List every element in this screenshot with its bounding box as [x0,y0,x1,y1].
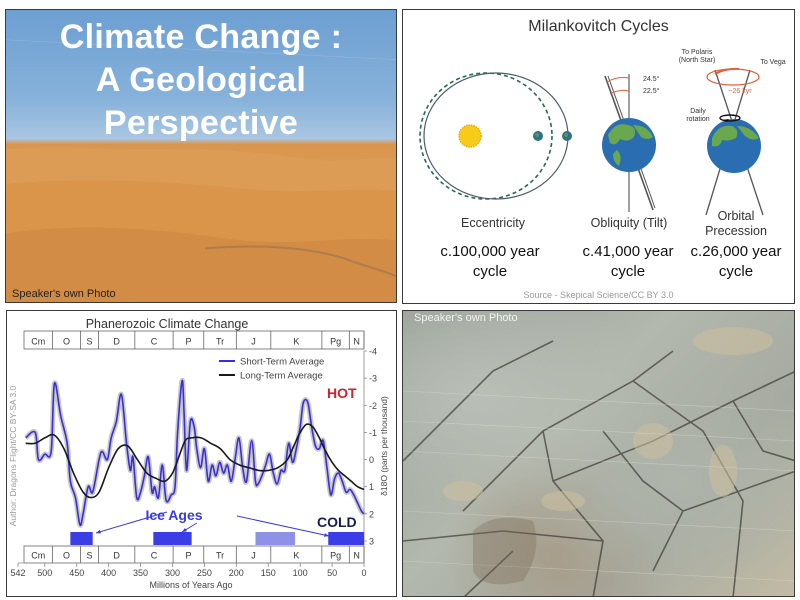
period-label-Tr: Tr [216,551,224,561]
precession-earth-icon [705,67,764,216]
hot-label: HOT [327,385,357,401]
period-label-D: D [113,551,120,561]
x-tick-label: 300 [165,568,180,578]
period-label-K: K [293,337,299,347]
milankovitch-illustration [419,67,764,216]
period-bar-bottom [23,545,365,564]
y-tick-label: -3 [369,374,377,384]
period-label-Pg: Pg [330,551,341,561]
period-label-J: J [251,551,256,561]
title-line-3: Perspective [103,104,299,142]
y-tick-label: 3 [369,537,374,547]
milankovitch-diagram: Milankovitch Cycles [402,9,795,304]
phanerozoic-chart: Phanerozoic Climate Change Cm O S D C P Tr J K Pg N… [6,310,397,597]
cracked-rock-illustration [403,327,794,596]
period-label-Cm: Cm [31,551,45,561]
x-tick-label: 350 [133,568,148,578]
title-slide-photo: Climate Change : A Geological Perspectiv… [5,9,397,303]
y-tick-label: -2 [369,401,377,411]
obliquity-label: Obliquity (Tilt) [590,216,668,230]
ice-age-bar [70,532,93,545]
period-label-Tr: Tr [216,337,224,347]
cold-label: COLD [317,514,357,530]
period-label-J: J [251,337,256,347]
tilt-min-label: 22.5° [643,88,660,95]
period-label-O: O [63,337,70,347]
eccentricity-label: Eccentricity [461,216,525,230]
x-tick-label: 542 [10,568,25,578]
period-label-K: K [293,551,299,561]
x-tick-label: 150 [261,568,276,578]
x-tick-label: 200 [229,568,244,578]
photo-credit: Speaker's own Photo [12,288,116,300]
legend-short-term-label: Short-Term Average [240,357,324,368]
diagram-title: Milankovitch Cycles [528,18,669,35]
period-bar-top [23,330,365,350]
period-label-C: C [151,551,158,561]
chart-title: Phanerozoic Climate Change [86,317,249,331]
y-axis-label: δ18O (parts per thousand) [379,396,389,496]
desert-dunes-illustration [6,39,396,302]
precession-period: c.26,000 year cycle [690,243,782,280]
period-label-Cm: Cm [31,337,45,347]
x-tick-label: 500 [37,568,52,578]
y-tick-label: -1 [369,428,377,438]
x-tick-label: 0 [361,568,366,578]
obliquity-period: c.41,000 year cycle [582,243,674,280]
period-label-S: S [86,337,92,347]
precession-label: Orbital Precession [705,209,767,238]
title-line-1: Climate Change : [59,18,343,56]
y-tick-label: -4 [369,347,377,357]
x-tick-label: 100 [293,568,308,578]
ice-age-bar [255,532,296,545]
rock-photo: Speaker's own Photo [402,310,795,597]
period-label-N: N [353,551,360,561]
title-line-2: A Geological [95,61,307,99]
period-label-S: S [86,551,92,561]
ice-age-arrow [236,515,330,537]
to-vega-label: To Vega [760,59,786,66]
x-tick-label: 50 [327,568,337,578]
short-term-average-line [25,379,365,527]
period-label-N: N [353,337,360,347]
ice-ages-label: Ice Ages [145,507,202,523]
x-tick-label: 250 [197,568,212,578]
y-tick-label: 0 [369,455,374,465]
period-label-P: P [185,551,191,561]
y-tick-label: 1 [369,482,374,492]
x-tick-label: 400 [101,568,116,578]
precession-period-label: ~26 kyr [728,88,752,95]
ice-age-bar [328,532,364,545]
tilt-max-label: 24.5° [643,76,660,83]
y-tick-label: 2 [369,509,374,519]
period-label-O: O [63,551,70,561]
period-label-P: P [185,337,191,347]
obliquity-earth-icon [602,74,656,212]
period-label-C: C [151,337,158,347]
daily-rotation-label: Daily rotation [686,108,710,123]
to-polaris-label: To Polaris (North Star) [678,49,716,64]
ice-age-arrow [95,511,168,534]
x-tick-label: 450 [69,568,84,578]
x-axis-label: Millions of Years Ago [149,580,232,590]
climate-chart-canvas: Phanerozoic Climate Change Cm O S D C P Tr J K Pg N… [8,317,389,590]
ice-age-bar [153,532,192,545]
presentation-title: Climate Change : A Geological Perspectiv… [6,16,396,145]
legend-long-term-label: Long-Term Average [240,371,323,382]
period-label-Pg: Pg [330,337,341,347]
diagram-source: Source - Skepical Science/CC BY 3.0 [523,290,674,300]
chart-author-credit: Author: Dragons Flight/CC BY-SA 3.0 [8,385,18,526]
eccentricity-period: c.100,000 year cycle [440,243,540,280]
eccentricity-orbit-icon [419,72,572,200]
period-label-D: D [113,337,120,347]
long-term-average-line [25,423,365,499]
photo-credit: Speaker's own Photo [414,312,518,324]
